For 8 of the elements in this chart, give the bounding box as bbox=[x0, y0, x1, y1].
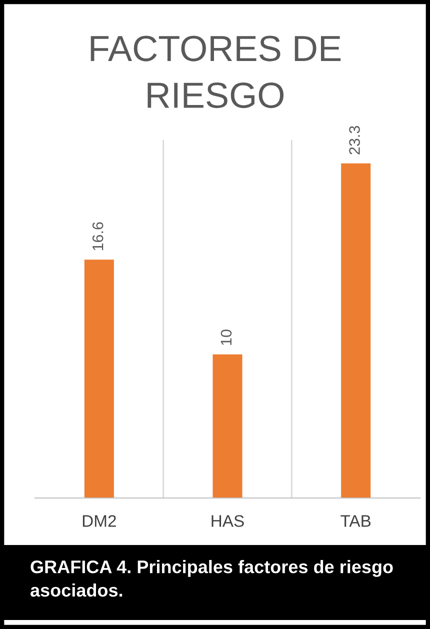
chart-title: FACTORES DE RIESGO bbox=[90, 36, 341, 108]
x-tick-label: DM2 bbox=[82, 515, 116, 527]
data-label: 10 bbox=[220, 330, 232, 345]
x-tick-label: HAS bbox=[212, 515, 244, 527]
data-label: 16.6 bbox=[92, 222, 104, 250]
data-label: 23.3 bbox=[349, 126, 360, 154]
x-tick-label: TAB bbox=[340, 515, 371, 527]
text: GRAFICA 4. Principales factores de riesgo asociados. bbox=[30, 560, 393, 597]
